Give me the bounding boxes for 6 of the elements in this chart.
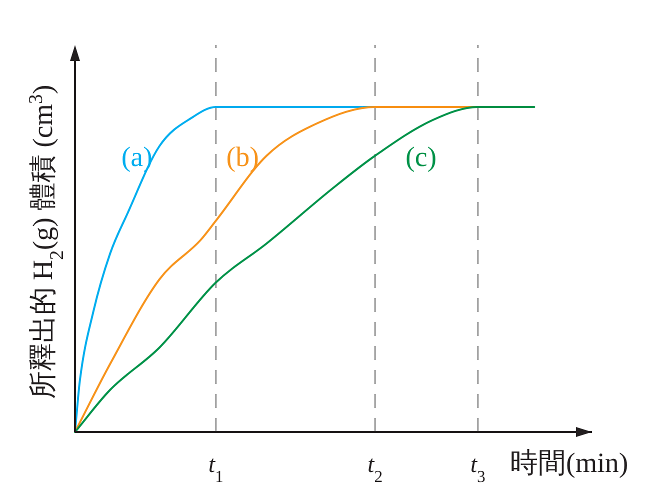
series-label: (b) (226, 142, 259, 173)
x-tick-label: t$_{2}$ (368, 452, 383, 486)
x-tick-label: t$_{3}$ (470, 452, 486, 486)
x-axis-title: 時間(min) (510, 448, 628, 479)
x-tick-label: t$_{1}$ (208, 452, 224, 486)
series-label: (c) (406, 142, 437, 173)
